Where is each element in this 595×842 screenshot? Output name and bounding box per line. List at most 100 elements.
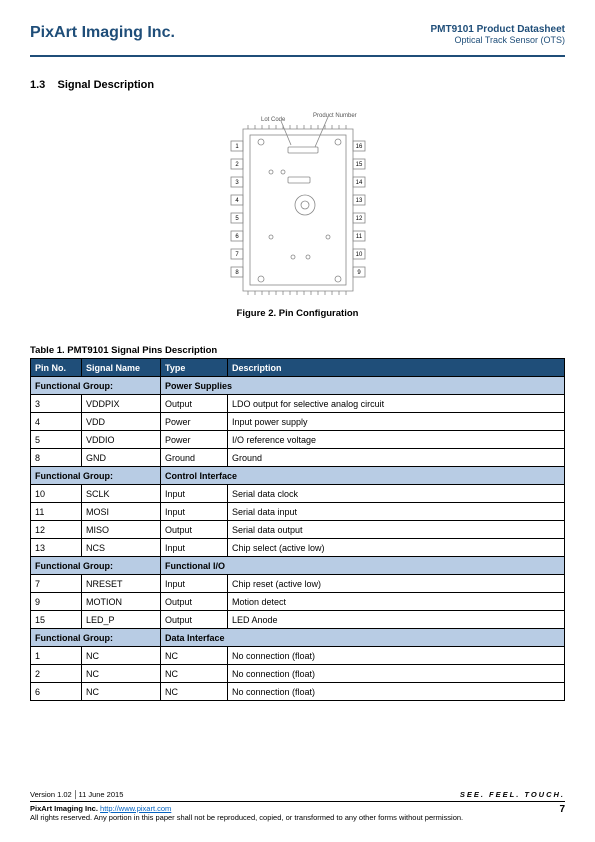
section-title: Signal Description bbox=[58, 79, 155, 91]
cell-signal: NRESET bbox=[82, 575, 161, 593]
table-row: 3VDDPIXOutputLDO output for selective an… bbox=[31, 395, 565, 413]
cell-signal: MOSI bbox=[82, 503, 161, 521]
cell-desc: Input power supply bbox=[228, 413, 565, 431]
table-row: 8GNDGroundGround bbox=[31, 449, 565, 467]
cell-type: Output bbox=[161, 593, 228, 611]
cell-signal: NC bbox=[82, 647, 161, 665]
svg-text:16: 16 bbox=[355, 144, 362, 150]
figure-pin-config: Lot Code Product Number 12345678 1615141… bbox=[30, 107, 565, 319]
rights-text: All rights reserved. Any portion in this… bbox=[30, 813, 463, 822]
svg-text:8: 8 bbox=[235, 270, 239, 276]
cell-signal: NCS bbox=[82, 539, 161, 557]
cell-signal: NC bbox=[82, 683, 161, 701]
cell-pin: 5 bbox=[31, 431, 82, 449]
table-row: 5VDDIOPowerI/O reference voltage bbox=[31, 431, 565, 449]
cell-desc: Chip select (active low) bbox=[228, 539, 565, 557]
cell-pin: 10 bbox=[31, 485, 82, 503]
th-desc: Description bbox=[228, 359, 565, 377]
svg-text:3: 3 bbox=[235, 180, 239, 186]
group-label: Functional Group: bbox=[31, 377, 161, 395]
table-row: 7NRESETInputChip reset (active low) bbox=[31, 575, 565, 593]
group-row: Functional Group:Power Supplies bbox=[31, 377, 565, 395]
version-text: Version 1.02 │11 June 2015 bbox=[30, 790, 123, 799]
group-row: Functional Group:Data Interface bbox=[31, 629, 565, 647]
cell-desc: No connection (float) bbox=[228, 683, 565, 701]
cell-signal: VDDPIX bbox=[82, 395, 161, 413]
svg-text:4: 4 bbox=[235, 198, 239, 204]
th-type: Type bbox=[161, 359, 228, 377]
cell-type: Input bbox=[161, 575, 228, 593]
cell-type: Output bbox=[161, 521, 228, 539]
cell-type: Input bbox=[161, 485, 228, 503]
svg-text:2: 2 bbox=[235, 162, 239, 168]
page-footer: Version 1.02 │11 June 2015 SEE. FEEL. TO… bbox=[30, 790, 565, 822]
group-label: Functional Group: bbox=[31, 467, 161, 485]
cell-desc: No connection (float) bbox=[228, 647, 565, 665]
svg-text:15: 15 bbox=[355, 162, 362, 168]
svg-text:14: 14 bbox=[355, 180, 362, 186]
group-name: Functional I/O bbox=[161, 557, 565, 575]
cell-pin: 7 bbox=[31, 575, 82, 593]
cell-pin: 2 bbox=[31, 665, 82, 683]
footer-link[interactable]: http://www.pixart.com bbox=[100, 804, 171, 813]
cell-signal: MISO bbox=[82, 521, 161, 539]
lotcode-label: Lot Code bbox=[261, 117, 286, 123]
cell-desc: Motion detect bbox=[228, 593, 565, 611]
th-pin: Pin No. bbox=[31, 359, 82, 377]
group-label: Functional Group: bbox=[31, 557, 161, 575]
signal-pins-table: Pin No. Signal Name Type Description Fun… bbox=[30, 358, 565, 701]
company-name: PixArt Imaging Inc. bbox=[30, 24, 175, 42]
cell-type: Input bbox=[161, 503, 228, 521]
cell-pin: 1 bbox=[31, 647, 82, 665]
cell-desc: Chip reset (active low) bbox=[228, 575, 565, 593]
group-label: Functional Group: bbox=[31, 629, 161, 647]
table-caption: Table 1. PMT9101 Signal Pins Description bbox=[30, 345, 565, 356]
page-header: PixArt Imaging Inc. PMT9101 Product Data… bbox=[30, 24, 565, 57]
footer-company: PixArt Imaging Inc. bbox=[30, 804, 98, 813]
cell-desc: Serial data clock bbox=[228, 485, 565, 503]
table-row: 13NCSInputChip select (active low) bbox=[31, 539, 565, 557]
table-row: 10SCLKInputSerial data clock bbox=[31, 485, 565, 503]
page-number: 7 bbox=[559, 804, 565, 815]
svg-text:7: 7 bbox=[235, 252, 239, 258]
cell-pin: 15 bbox=[31, 611, 82, 629]
product-title: PMT9101 Product Datasheet bbox=[431, 24, 566, 35]
group-name: Control Interface bbox=[161, 467, 565, 485]
group-name: Data Interface bbox=[161, 629, 565, 647]
cell-signal: VDD bbox=[82, 413, 161, 431]
table-row: 4VDDPowerInput power supply bbox=[31, 413, 565, 431]
table-row: 12MISOOutputSerial data output bbox=[31, 521, 565, 539]
cell-type: NC bbox=[161, 683, 228, 701]
table-row: 9MOTIONOutputMotion detect bbox=[31, 593, 565, 611]
svg-text:11: 11 bbox=[355, 234, 362, 240]
cell-type: Output bbox=[161, 395, 228, 413]
svg-text:5: 5 bbox=[235, 216, 239, 222]
cell-signal: LED_P bbox=[82, 611, 161, 629]
group-name: Power Supplies bbox=[161, 377, 565, 395]
cell-desc: Serial data output bbox=[228, 521, 565, 539]
svg-text:12: 12 bbox=[355, 216, 362, 222]
cell-desc: LDO output for selective analog circuit bbox=[228, 395, 565, 413]
product-subtitle: Optical Track Sensor (OTS) bbox=[431, 35, 566, 45]
table-row: 6NCNCNo connection (float) bbox=[31, 683, 565, 701]
cell-pin: 13 bbox=[31, 539, 82, 557]
cell-desc: Serial data input bbox=[228, 503, 565, 521]
cell-pin: 9 bbox=[31, 593, 82, 611]
group-row: Functional Group:Functional I/O bbox=[31, 557, 565, 575]
cell-type: Output bbox=[161, 611, 228, 629]
cell-desc: Ground bbox=[228, 449, 565, 467]
section-number: 1.3 bbox=[30, 79, 45, 91]
cell-signal: SCLK bbox=[82, 485, 161, 503]
th-signal: Signal Name bbox=[82, 359, 161, 377]
svg-text:9: 9 bbox=[357, 270, 361, 276]
svg-text:1: 1 bbox=[235, 144, 239, 150]
cell-signal: MOTION bbox=[82, 593, 161, 611]
pn-label: Product Number bbox=[313, 113, 357, 119]
table-row: 15LED_POutputLED Anode bbox=[31, 611, 565, 629]
cell-pin: 8 bbox=[31, 449, 82, 467]
table-header-row: Pin No. Signal Name Type Description bbox=[31, 359, 565, 377]
cell-signal: NC bbox=[82, 665, 161, 683]
product-block: PMT9101 Product Datasheet Optical Track … bbox=[431, 24, 566, 45]
cell-pin: 6 bbox=[31, 683, 82, 701]
cell-signal: VDDIO bbox=[82, 431, 161, 449]
